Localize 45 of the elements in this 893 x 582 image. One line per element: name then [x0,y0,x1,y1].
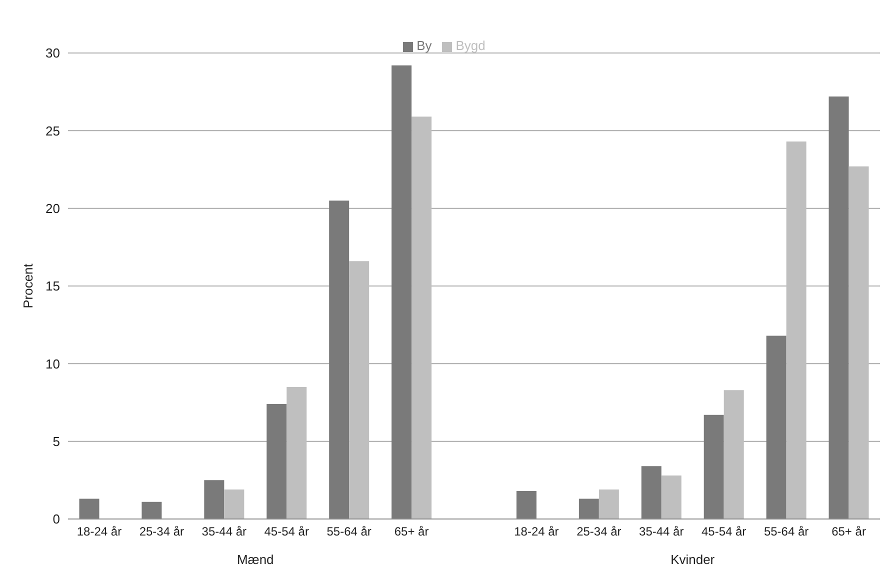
bar [848,166,869,519]
x-tick-label: 65+ år [832,524,866,539]
x-tick-label: 18-24 år [76,524,122,539]
x-tick-label: 45-54 år [264,524,309,539]
x-tick-label: 65+ år [394,524,429,539]
text: Kvinder [670,552,716,567]
bar [349,261,370,519]
x-tick-label: 45-54 år [701,524,746,539]
bar [786,142,806,519]
bar [578,498,599,519]
bar [79,498,100,519]
legend-label: By [416,38,432,53]
bar [766,336,786,519]
bar [641,466,662,519]
x-tick-label: 18-24 år [514,524,559,539]
bar [598,489,619,519]
bar [266,404,287,519]
x-tick-label: 25-34 år [139,524,184,539]
x-tick-label: 35-44 år [202,524,247,539]
y-tick-label: 5 [52,434,60,449]
bar [828,96,849,519]
bar [661,476,682,519]
bar [392,65,412,519]
x-tick-label: 35-44 år [639,524,684,539]
x-tick-label: 25-34 år [576,524,622,539]
bar [516,491,536,519]
y-axis-title: Procent [20,263,36,308]
y-tick-label: 0 [52,512,60,527]
y-tick-label: 10 [46,356,60,372]
legend-label: Bygd [456,38,486,53]
x-tick-label: 55-64 år [764,524,809,539]
text: Mænd [236,552,275,567]
bar [142,502,162,519]
y-tick-label: 15 [46,278,60,294]
bar [224,489,244,519]
y-tick-label: 30 [46,46,60,61]
bar [724,390,744,519]
y-tick-label: 25 [46,123,60,138]
x-tick-label: 55-64 år [326,524,372,539]
bar [286,386,307,519]
bar [204,480,224,519]
bar [329,200,350,519]
y-tick-label: 20 [46,200,60,216]
bar [704,414,724,519]
bar [412,116,432,519]
